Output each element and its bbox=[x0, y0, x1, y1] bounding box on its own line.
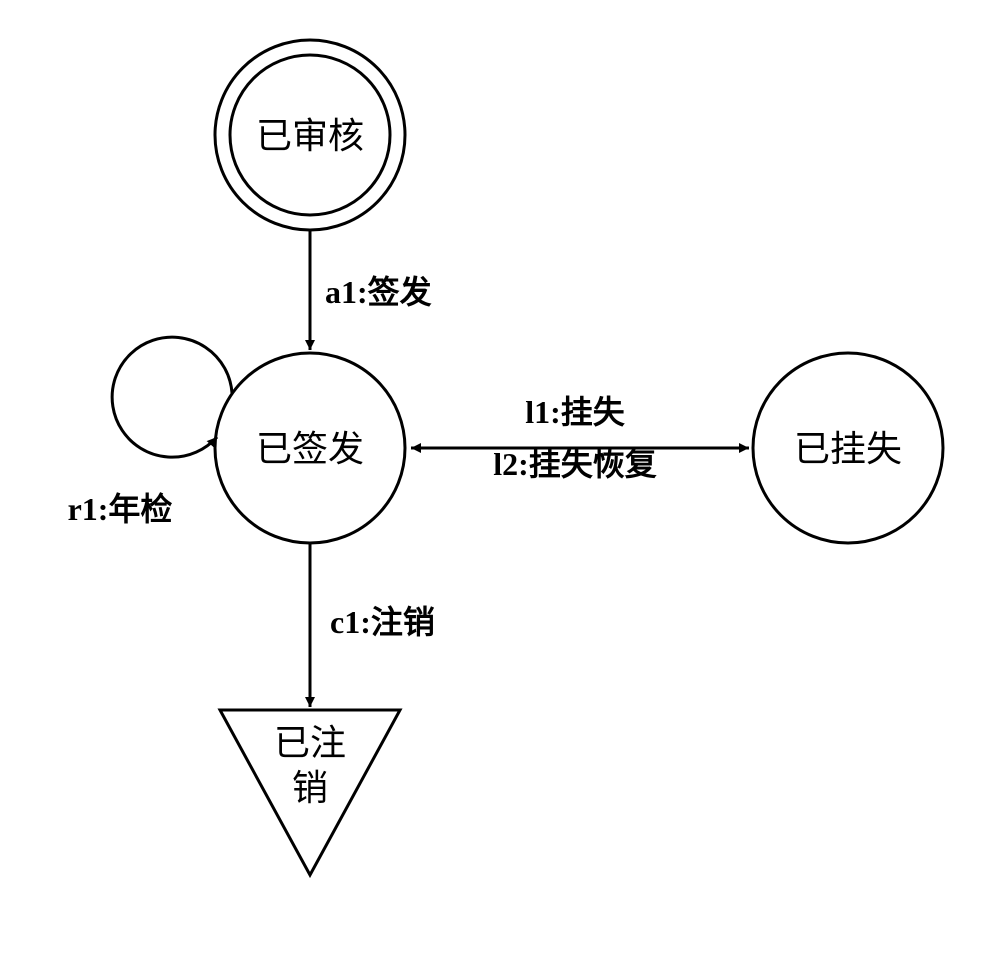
node-reviewed-label: 已审核 bbox=[256, 116, 364, 156]
node-cancelled: 已注 销 bbox=[220, 710, 400, 875]
node-lost: 已挂失 bbox=[753, 353, 943, 543]
edge-r1: r1:年检 bbox=[68, 337, 232, 527]
node-issued-label: 已签发 bbox=[256, 429, 364, 469]
state-diagram: 已审核 已签发 已挂失 已注 销 a1:签发 r1:年检 l1:挂失 l2:挂失… bbox=[0, 0, 1000, 954]
node-reviewed: 已审核 bbox=[215, 40, 405, 230]
node-cancelled-label-line2: 销 bbox=[292, 768, 328, 808]
node-lost-label: 已挂失 bbox=[794, 429, 902, 469]
edge-l1-l2: l1:挂失 l2:挂失恢复 bbox=[411, 394, 749, 482]
edge-l2-label: l2:挂失恢复 bbox=[493, 446, 657, 482]
node-issued: 已签发 bbox=[215, 353, 405, 543]
node-cancelled-label-line1: 已注 bbox=[274, 723, 346, 763]
edge-c1-label: c1:注销 bbox=[330, 604, 435, 640]
edge-a1: a1:签发 bbox=[310, 230, 432, 350]
edge-r1-label: r1:年检 bbox=[68, 491, 173, 527]
edge-l1-label: l1:挂失 bbox=[525, 394, 626, 430]
edge-c1: c1:注销 bbox=[310, 543, 435, 707]
edge-a1-label: a1:签发 bbox=[325, 274, 432, 310]
